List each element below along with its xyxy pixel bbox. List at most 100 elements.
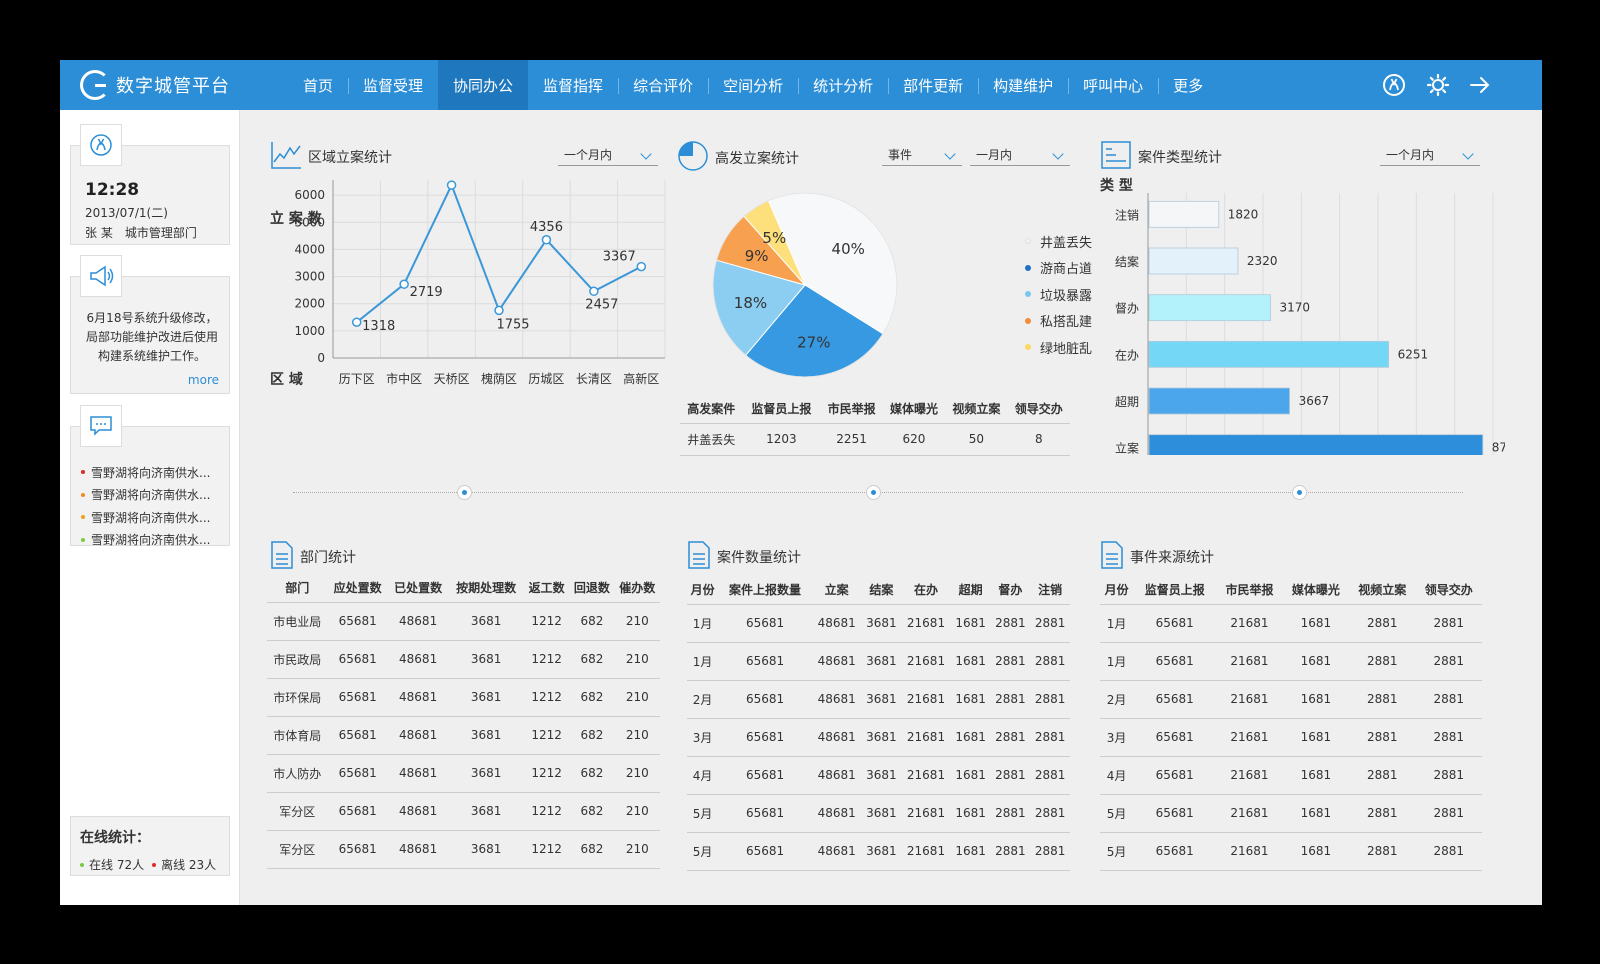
bar [1148, 294, 1271, 322]
news-bullet [81, 537, 85, 542]
nav-item[interactable]: 监督指挥 [543, 77, 604, 95]
table-row[interactable]: 2月 65681 48681 3681 21681 1681 2881 2881 [687, 680, 1070, 719]
column-header[interactable]: 月份 [687, 576, 719, 605]
column-header[interactable]: 在办 [901, 576, 951, 605]
column-header[interactable]: 高发案件 [680, 395, 743, 424]
column-header[interactable]: 领导交办 [1007, 395, 1070, 424]
table-row[interactable]: 3月 65681 48681 3681 21681 1681 2881 2881 [687, 718, 1070, 757]
table-row[interactable]: 5月 65681 48681 3681 21681 1681 2881 2881 [687, 794, 1070, 833]
table-row[interactable]: 3月 65681 21681 1681 2881 2881 [1100, 718, 1482, 757]
table-row[interactable]: 4月 65681 21681 1681 2881 2881 [1100, 756, 1482, 795]
high-incidence-title: 高发立案统计 [715, 151, 799, 167]
nav-item[interactable]: 呼叫中心 [1068, 60, 1158, 110]
nav-item[interactable]: 构建维护 [978, 60, 1068, 110]
more-link[interactable]: more [187, 373, 219, 387]
column-header[interactable]: 领导交办 [1415, 576, 1482, 605]
column-header[interactable]: 催办数 [614, 574, 660, 603]
table-cell: 1212 [523, 792, 570, 831]
column-header[interactable]: 视频立案 [945, 395, 1008, 424]
nav-item[interactable]: 更多 [1158, 60, 1218, 110]
table-cell: 2881 [1349, 718, 1416, 757]
nav-item[interactable]: 首页 [303, 77, 334, 95]
table-row[interactable]: 1月 65681 21681 1681 2881 2881 [1100, 642, 1482, 681]
legend-label: 井盖丢失 [1040, 235, 1093, 251]
table-row[interactable]: 市民政局 65681 48681 3681 1212 682 210 [267, 640, 660, 679]
table-row[interactable]: 4月 65681 48681 3681 21681 1681 2881 2881 [687, 756, 1070, 795]
column-header[interactable]: 案件上报数量 [718, 576, 812, 605]
column-header[interactable]: 返工数 [523, 574, 570, 603]
table-row[interactable]: 5月 65681 48681 3681 21681 1681 2881 2881 [687, 832, 1070, 871]
column-header[interactable]: 视频立案 [1349, 576, 1416, 605]
user-avatar-icon[interactable] [80, 124, 122, 166]
table-cell: 2881 [990, 718, 1031, 757]
table-row[interactable]: 市电业局 65681 48681 3681 1212 682 210 [267, 602, 660, 641]
case-type-period-select[interactable]: 一个月内 [1380, 146, 1480, 166]
column-header[interactable]: 市民举报 [1216, 576, 1283, 605]
column-header[interactable]: 监督员上报 [1133, 576, 1217, 605]
data-label: 2457 [585, 297, 618, 312]
user-icon[interactable] [1382, 73, 1406, 97]
table-cell: 5月 [687, 794, 719, 833]
news-item[interactable]: 雪野湖将向济南供水... [81, 529, 210, 552]
table-row[interactable]: 1月 65681 21681 1681 2881 2881 [1100, 604, 1482, 643]
column-header[interactable]: 市民举报 [820, 395, 883, 424]
table-row[interactable]: 井盖丢失 1203 2251 620 50 8 [680, 423, 1070, 456]
column-header[interactable]: 督办 [990, 576, 1031, 605]
table-row[interactable]: 军分区 65681 48681 3681 1212 682 210 [267, 830, 660, 869]
news-item[interactable]: 雪野湖将向济南供水... [81, 506, 210, 529]
bar [1148, 247, 1239, 275]
column-header[interactable]: 应处置数 [327, 574, 388, 603]
column-header[interactable]: 立案 [811, 576, 862, 605]
table-row[interactable]: 2月 65681 21681 1681 2881 2881 [1100, 680, 1482, 719]
data-point [446, 180, 457, 190]
column-header[interactable]: 回退数 [569, 574, 615, 603]
nav-item[interactable]: 部件更新 [888, 60, 978, 110]
case-count-panel-title: 案件数量统计 [687, 540, 801, 574]
table-row[interactable]: 军分区 65681 48681 3681 1212 682 210 [267, 792, 660, 831]
settings-gear-icon[interactable] [1426, 73, 1450, 97]
column-header[interactable]: 部门 [267, 574, 328, 603]
app-logo[interactable]: 数字城管平台 [80, 69, 230, 101]
column-header[interactable]: 媒体曝光 [882, 395, 946, 424]
table-cell: 48681 [811, 756, 862, 795]
legend-swatch [1025, 291, 1031, 298]
nav-item[interactable]: 监督受理 [348, 60, 438, 110]
table-row[interactable]: 市环保局 65681 48681 3681 1212 682 210 [267, 678, 660, 717]
region-period-select[interactable]: 一个月内 [558, 146, 658, 166]
table-row[interactable]: 5月 65681 21681 1681 2881 2881 [1100, 794, 1482, 833]
column-header[interactable]: 超期 [950, 576, 991, 605]
legend-item: 绿地脏乱 [1025, 334, 1092, 361]
column-header[interactable]: 结案 [861, 576, 902, 605]
table-row[interactable]: 1月 65681 48681 3681 21681 1681 2881 2881 [687, 604, 1070, 643]
table-row[interactable]: 市体育局 65681 48681 3681 1212 682 210 [267, 716, 660, 755]
table-cell: 48681 [387, 640, 449, 679]
table-cell: 5月 [1100, 794, 1134, 833]
column-header[interactable]: 已处置数 [387, 574, 449, 603]
table-row[interactable]: 1月 65681 48681 3681 21681 1681 2881 2881 [687, 642, 1070, 681]
column-header[interactable]: 按期处理数 [448, 574, 524, 603]
slider-dot[interactable] [866, 485, 881, 500]
column-header[interactable]: 媒体曝光 [1282, 576, 1350, 605]
column-header[interactable]: 监督员上报 [742, 395, 821, 424]
table-cell: 2881 [990, 832, 1031, 871]
table-cell: 65681 [718, 794, 812, 833]
slider-dot[interactable] [457, 485, 472, 500]
news-item[interactable]: 雪野湖将向济南供水... [81, 484, 210, 507]
data-point [494, 305, 504, 316]
logout-arrow-icon[interactable] [1468, 73, 1492, 97]
pie-period-select[interactable]: 一月内 [970, 146, 1070, 166]
table-row[interactable]: 市人防办 65681 48681 3681 1212 682 210 [267, 754, 660, 793]
column-header[interactable]: 月份 [1100, 576, 1134, 605]
slider-dot[interactable] [1292, 485, 1307, 500]
table-row[interactable]: 5月 65681 21681 1681 2881 2881 [1100, 832, 1482, 871]
slice-label: 5% [762, 229, 786, 247]
event-type-select[interactable]: 事件 [882, 146, 962, 166]
nav-item[interactable]: 协同办公 [438, 60, 529, 110]
news-item[interactable]: 雪野湖将向济南供水... [81, 461, 210, 484]
nav-item[interactable]: 统计分析 [798, 60, 888, 110]
column-header[interactable]: 注销 [1030, 576, 1070, 605]
nav-item[interactable]: 综合评价 [618, 60, 708, 110]
y-tick-label: 超期 [1115, 394, 1139, 409]
nav-item[interactable]: 空间分析 [708, 60, 798, 110]
